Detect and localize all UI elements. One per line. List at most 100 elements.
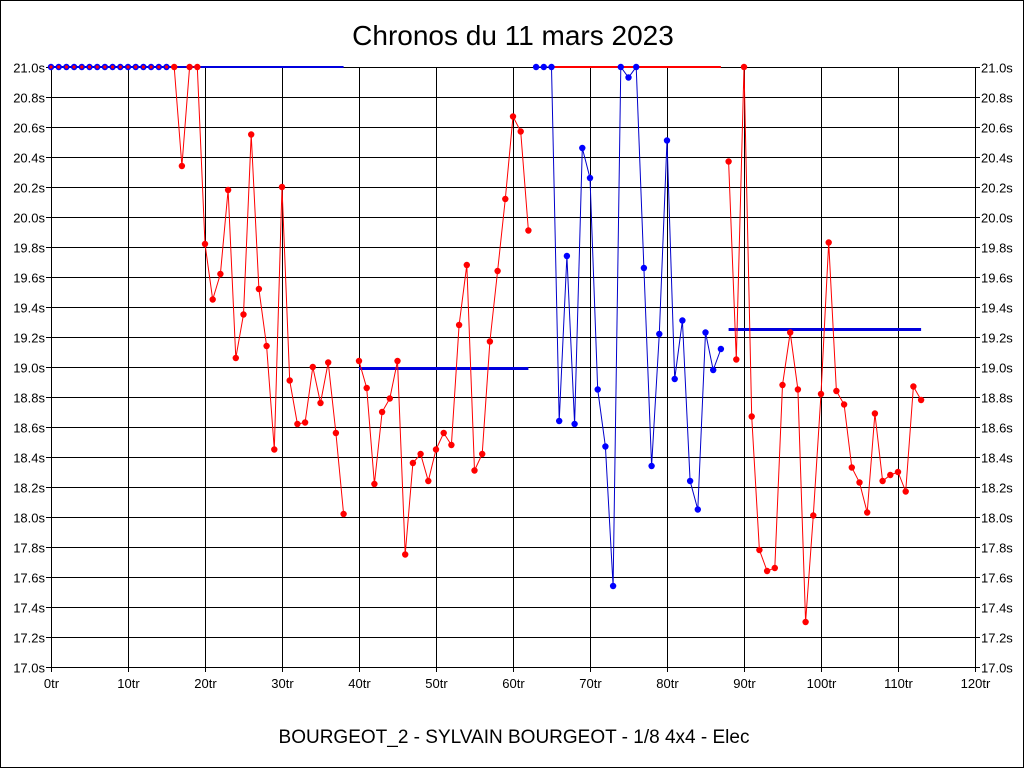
data-point — [471, 467, 478, 474]
data-point-center — [141, 65, 145, 69]
x-tick-label: 0tr — [44, 676, 60, 691]
data-point — [856, 479, 863, 486]
data-point — [425, 477, 432, 485]
data-point-center — [134, 65, 138, 69]
data-point — [833, 387, 840, 395]
x-tick-label: 50tr — [425, 676, 448, 691]
y-tick-label-left: 17.0s — [13, 661, 45, 676]
data-point — [386, 395, 393, 402]
data-point — [717, 345, 725, 353]
data-point — [910, 383, 917, 390]
data-point — [525, 227, 532, 234]
data-point — [248, 131, 255, 138]
data-point — [802, 618, 809, 626]
series-5 — [725, 63, 925, 626]
y-tick-label-left: 21.0s — [13, 61, 45, 76]
data-point — [209, 296, 216, 303]
data-point-center — [87, 65, 92, 69]
x-tick-label: 30tr — [271, 676, 294, 691]
data-point — [725, 158, 732, 165]
data-point — [532, 63, 540, 71]
x-tick-label: 100tr — [807, 676, 837, 691]
data-point-center — [111, 65, 115, 69]
series-4 — [532, 63, 725, 590]
x-tick-label: 120tr — [961, 676, 991, 691]
y-tick-label-right: 17.2s — [981, 631, 1013, 646]
data-point — [448, 441, 455, 449]
y-tick-label-left: 17.8s — [13, 541, 45, 556]
data-point — [887, 471, 894, 479]
data-point-center — [64, 65, 68, 69]
data-point — [440, 429, 447, 437]
data-point — [625, 74, 632, 81]
data-point-center — [164, 65, 169, 69]
y-tick-label-right: 18.4s — [981, 451, 1013, 466]
data-point — [294, 420, 301, 428]
data-point — [771, 564, 778, 572]
series-3 — [355, 113, 532, 558]
y-tick-label-right: 20.4s — [981, 151, 1013, 166]
data-point — [586, 174, 594, 182]
data-point — [240, 311, 247, 318]
y-tick-label-right: 18.6s — [981, 421, 1013, 436]
y-tick-label-left: 19.4s — [13, 301, 45, 316]
data-point — [494, 267, 501, 275]
data-point — [402, 551, 409, 558]
data-point — [371, 480, 378, 488]
x-tick-label: 20tr — [194, 676, 217, 691]
y-tick-label-right: 17.6s — [981, 571, 1013, 586]
data-point — [278, 183, 286, 191]
data-point — [648, 462, 655, 470]
y-tick-label-right: 20.0s — [981, 211, 1013, 226]
data-point — [432, 446, 440, 453]
y-tick-label-right: 20.2s — [981, 181, 1013, 196]
data-point — [194, 63, 201, 71]
data-point — [671, 375, 678, 383]
y-tick-label-left: 17.2s — [13, 631, 45, 646]
data-point — [232, 354, 239, 362]
plot-area-border — [51, 67, 976, 668]
data-point — [340, 510, 347, 518]
y-tick-label-right: 17.0s — [981, 661, 1013, 676]
data-point — [325, 359, 332, 366]
data-point — [556, 417, 563, 425]
data-point — [571, 420, 578, 428]
data-point — [686, 477, 694, 485]
data-point — [224, 186, 232, 194]
y-tick-label-right: 19.2s — [981, 331, 1013, 346]
data-point — [617, 63, 624, 71]
data-point — [409, 459, 417, 467]
data-point — [286, 377, 293, 384]
y-tick-label-left: 19.2s — [13, 331, 45, 346]
data-point — [517, 128, 524, 135]
data-point — [733, 356, 740, 363]
data-point — [894, 468, 902, 476]
y-tick-label-left: 18.4s — [13, 451, 45, 466]
data-point — [186, 63, 193, 71]
data-point — [656, 330, 663, 338]
y-tick-label-right: 17.8s — [981, 541, 1013, 556]
y-tick-label-left: 19.0s — [13, 361, 45, 376]
y-tick-label-left: 20.2s — [13, 181, 45, 196]
data-point — [563, 252, 571, 260]
y-tick-label-left: 20.0s — [13, 211, 45, 226]
data-point — [748, 413, 755, 420]
data-point — [309, 363, 316, 371]
data-point — [779, 381, 786, 389]
data-point — [417, 450, 424, 458]
series-2-overlay — [49, 65, 169, 69]
data-point — [694, 506, 701, 513]
data-point — [825, 239, 832, 246]
y-tick-label-left: 19.8s — [13, 241, 45, 256]
y-tick-label-left: 18.6s — [13, 421, 45, 436]
data-point — [540, 63, 547, 71]
data-point — [201, 240, 209, 248]
data-point-center — [126, 65, 130, 69]
y-tick-label-right: 19.8s — [981, 241, 1013, 256]
data-point-center — [49, 65, 53, 69]
data-point — [864, 509, 871, 516]
y-tick-label-left: 17.6s — [13, 571, 45, 586]
data-point — [794, 386, 802, 393]
data-point-center — [157, 65, 161, 69]
y-tick-label-right: 17.4s — [981, 601, 1013, 616]
